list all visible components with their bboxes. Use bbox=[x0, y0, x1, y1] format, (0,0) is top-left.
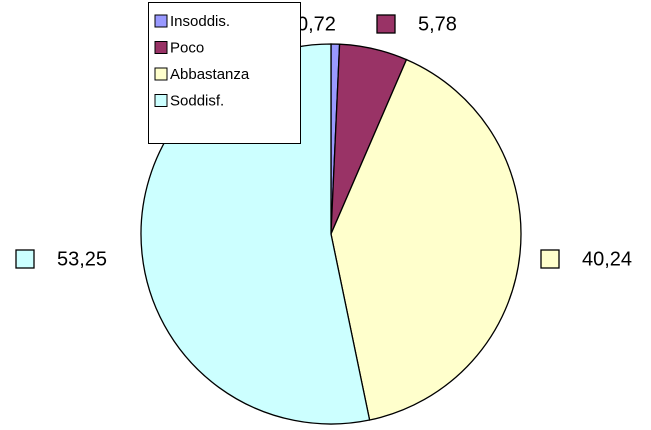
data-label: 5,78 bbox=[418, 13, 457, 35]
legend-swatch bbox=[154, 67, 168, 81]
data-label: 53,25 bbox=[57, 248, 107, 270]
data-label: 40,24 bbox=[582, 248, 632, 270]
legend-label: Soddisf. bbox=[170, 92, 224, 109]
pie-slice bbox=[330, 58, 522, 421]
legend-swatch bbox=[154, 94, 168, 107]
legend-swatch bbox=[154, 14, 168, 28]
label-swatch bbox=[15, 249, 35, 269]
data-label: 0,72 bbox=[297, 13, 336, 35]
legend-swatch bbox=[154, 41, 168, 54]
legend: Insoddis. Poco Abbastanza Soddisf. bbox=[148, 2, 301, 144]
label-swatch bbox=[540, 249, 560, 269]
legend-box bbox=[148, 2, 301, 144]
legend-label: Insoddis. bbox=[170, 13, 230, 30]
legend-label: Poco bbox=[170, 39, 204, 56]
label-swatch bbox=[376, 14, 396, 34]
legend-label: Abbastanza bbox=[170, 66, 250, 83]
